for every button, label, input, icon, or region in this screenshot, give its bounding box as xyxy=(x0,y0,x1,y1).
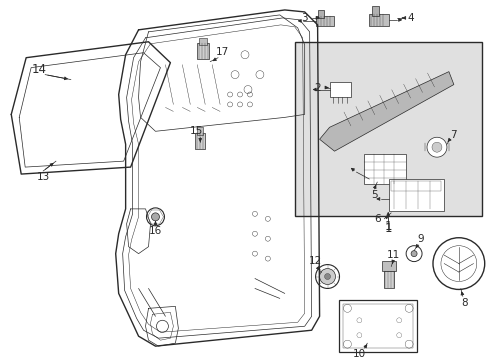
Bar xyxy=(390,181,440,191)
Bar xyxy=(315,16,333,26)
Bar xyxy=(343,304,412,348)
Bar xyxy=(339,300,416,352)
Text: 14: 14 xyxy=(32,63,46,76)
Bar xyxy=(195,133,205,149)
Text: 10: 10 xyxy=(352,349,365,359)
Text: 1: 1 xyxy=(384,222,391,235)
Circle shape xyxy=(410,251,416,257)
Circle shape xyxy=(440,246,476,282)
Circle shape xyxy=(151,213,159,221)
Text: 11: 11 xyxy=(386,249,399,260)
Circle shape xyxy=(315,265,339,288)
Text: 9: 9 xyxy=(417,234,424,244)
Text: 4: 4 xyxy=(407,13,413,23)
Circle shape xyxy=(406,246,421,262)
Bar xyxy=(197,43,209,59)
Text: 8: 8 xyxy=(461,298,467,309)
Bar xyxy=(364,154,406,184)
Bar xyxy=(329,82,351,98)
Circle shape xyxy=(426,137,446,157)
Bar xyxy=(294,42,481,216)
Bar xyxy=(199,38,207,45)
Text: 15: 15 xyxy=(189,126,203,136)
Bar xyxy=(197,127,203,135)
Text: 3: 3 xyxy=(301,13,307,23)
Text: 16: 16 xyxy=(148,226,162,236)
Text: 5: 5 xyxy=(370,190,377,200)
Circle shape xyxy=(146,208,164,226)
Text: 7: 7 xyxy=(449,130,456,140)
Bar xyxy=(317,10,323,18)
Circle shape xyxy=(319,269,335,284)
Text: 2: 2 xyxy=(314,82,320,93)
Bar xyxy=(384,271,393,288)
Circle shape xyxy=(324,274,330,279)
Text: 12: 12 xyxy=(308,256,322,266)
Text: 1: 1 xyxy=(384,220,391,233)
Circle shape xyxy=(432,238,484,289)
Text: 6: 6 xyxy=(373,214,380,224)
Text: 13: 13 xyxy=(37,172,50,182)
Bar xyxy=(382,261,395,271)
Bar xyxy=(368,14,388,26)
Bar xyxy=(371,6,379,16)
Circle shape xyxy=(431,142,441,152)
Bar xyxy=(388,179,443,211)
Polygon shape xyxy=(319,72,453,151)
Text: 17: 17 xyxy=(215,47,228,57)
